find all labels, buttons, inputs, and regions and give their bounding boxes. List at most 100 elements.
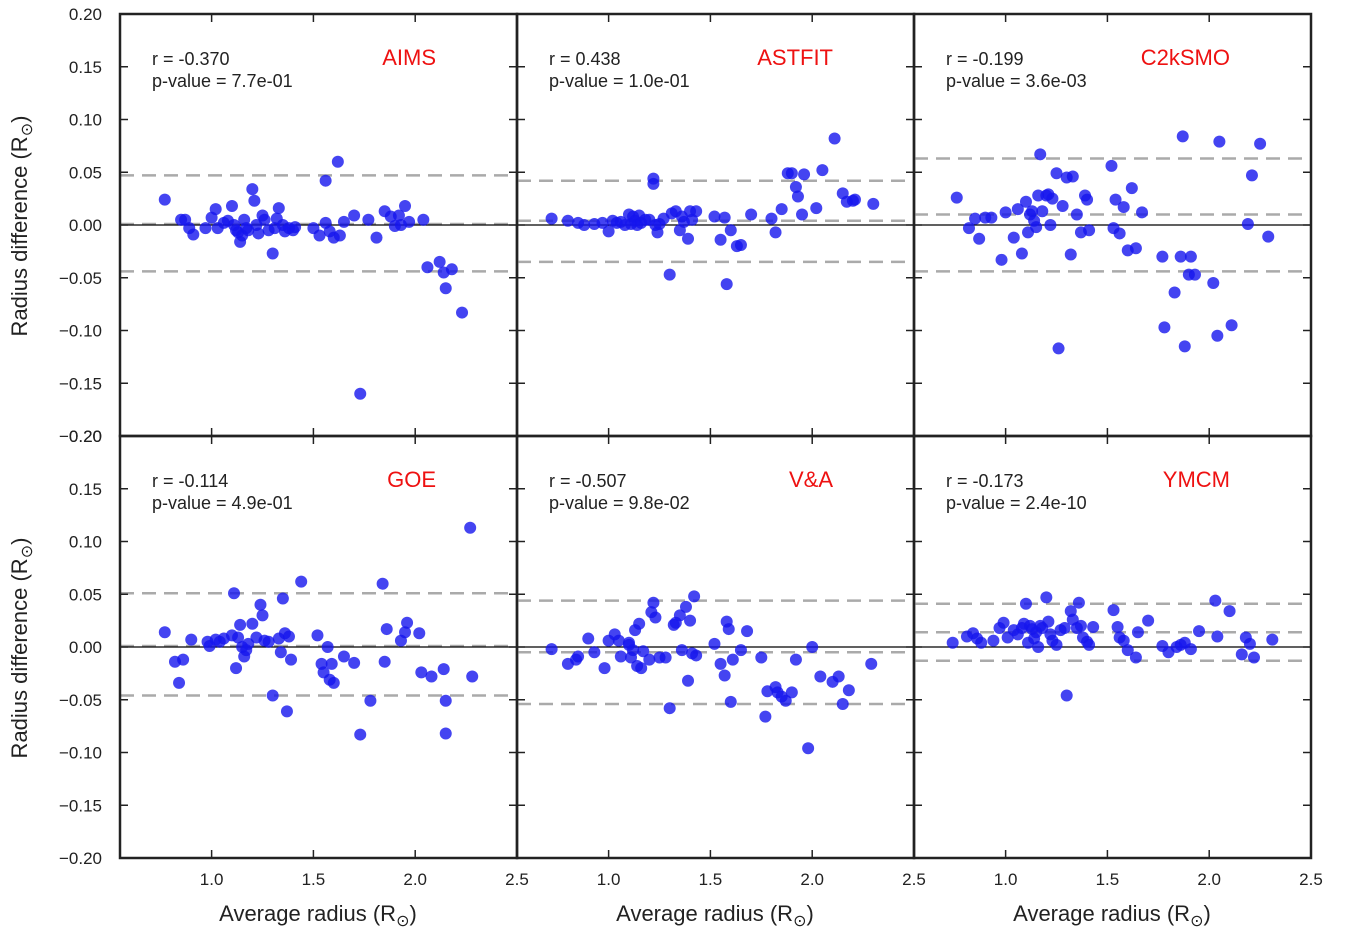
- point-aims-4: [187, 228, 200, 241]
- ytick-label-aims-6: −0.10: [59, 322, 102, 341]
- point-v-a-29: [673, 609, 686, 622]
- xtick-label-ymcm-0: 1.0: [994, 870, 1018, 889]
- point-c2ksmo-26: [1056, 200, 1069, 213]
- point-goe-55: [439, 694, 452, 707]
- point-ymcm-29: [1060, 689, 1073, 702]
- point-v-a-43: [726, 653, 739, 666]
- point-goe-42: [348, 656, 361, 669]
- ytick-label-goe-0: 0.20: [69, 427, 102, 446]
- point-c2ksmo-29: [1066, 170, 1079, 183]
- point-ymcm-13: [1019, 597, 1032, 610]
- point-c2ksmo-23: [1046, 192, 1059, 205]
- ytick-label-aims-7: −0.15: [59, 374, 102, 393]
- point-goe-44: [364, 694, 377, 707]
- ytick-label-goe-8: −0.20: [59, 849, 102, 868]
- point-v-a-23: [649, 611, 662, 624]
- point-v-a-55: [802, 742, 815, 755]
- point-astfit-48: [785, 167, 798, 180]
- point-astfit-39: [720, 278, 733, 291]
- panel-label-aims: AIMS: [382, 45, 436, 70]
- ytick-label-aims-2: 0.10: [69, 111, 102, 130]
- point-goe-54: [437, 663, 450, 676]
- xtick-label-v-a-3: 2.5: [902, 870, 926, 889]
- ytick-label-goe-5: −0.05: [59, 691, 102, 710]
- point-ymcm-43: [1121, 644, 1134, 657]
- point-aims-11: [225, 200, 238, 213]
- point-astfit-35: [690, 205, 703, 218]
- point-astfit-44: [765, 212, 778, 225]
- point-astfit-3: [578, 219, 591, 231]
- point-astfit-1: [561, 214, 574, 227]
- frame-ymcm: [912, 434, 1313, 860]
- point-v-a-60: [836, 697, 849, 710]
- point-ymcm-57: [1235, 648, 1248, 661]
- p-value-v-a: p-value = 9.8e-02: [549, 493, 690, 513]
- panel-label-v-a: V&A: [789, 467, 833, 492]
- point-goe-52: [415, 666, 428, 679]
- point-aims-61: [445, 263, 458, 276]
- point-c2ksmo-5: [985, 211, 998, 224]
- point-aims-48: [370, 231, 383, 244]
- point-v-a-46: [755, 651, 768, 664]
- point-aims-30: [272, 202, 285, 215]
- panel-label-ymcm: YMCM: [1163, 467, 1230, 492]
- point-astfit-6: [602, 225, 615, 238]
- point-aims-42: [331, 155, 344, 168]
- point-astfit-32: [682, 232, 695, 245]
- point-c2ksmo-10: [1015, 247, 1028, 260]
- point-goe-45: [376, 577, 389, 590]
- point-ymcm-46: [1142, 614, 1155, 627]
- point-aims-56: [417, 213, 430, 226]
- xtick-label-ymcm-1: 1.5: [1096, 870, 1120, 889]
- point-c2ksmo-34: [1083, 224, 1096, 237]
- p-value-aims: p-value = 7.7e-01: [152, 71, 293, 91]
- point-c2ksmo-22: [1044, 219, 1057, 231]
- point-astfit-49: [789, 181, 802, 194]
- panel-label-goe: GOE: [387, 467, 436, 492]
- point-goe-40: [327, 676, 340, 689]
- point-c2ksmo-2: [969, 212, 982, 225]
- point-aims-38: [319, 174, 332, 187]
- point-v-a-35: [688, 590, 701, 603]
- point-ymcm-38: [1087, 620, 1100, 633]
- point-goe-53: [425, 670, 438, 683]
- point-goe-31: [282, 630, 295, 643]
- point-goe-30: [280, 705, 293, 718]
- point-aims-20: [246, 183, 259, 196]
- point-v-a-56: [806, 641, 819, 653]
- point-goe-12: [230, 662, 243, 675]
- point-goe-25: [266, 689, 279, 702]
- point-v-a-14: [627, 644, 640, 657]
- point-c2ksmo-41: [1125, 182, 1138, 195]
- point-ymcm-55: [1211, 630, 1224, 643]
- point-v-a-59: [832, 670, 845, 683]
- x-axis-label-col2-text: Average radius (R: [616, 901, 793, 926]
- xtick-label-v-a-2: 2.0: [800, 870, 824, 889]
- point-c2ksmo-60: [1262, 230, 1275, 243]
- point-aims-52: [392, 209, 405, 222]
- xtick-label-ymcm-3: 2.5: [1299, 870, 1323, 889]
- point-c2ksmo-9: [1011, 203, 1024, 216]
- point-goe-39: [325, 657, 338, 670]
- point-c2ksmo-58: [1245, 169, 1258, 182]
- point-ymcm-7: [997, 616, 1010, 629]
- point-goe-46: [378, 655, 391, 668]
- point-aims-58: [433, 255, 446, 268]
- r-value-astfit: r = 0.438: [549, 49, 621, 69]
- point-astfit-37: [714, 233, 727, 246]
- point-c2ksmo-0: [950, 191, 963, 204]
- point-c2ksmo-3: [973, 232, 986, 245]
- ytick-label-goe-2: 0.10: [69, 533, 102, 552]
- point-aims-0: [158, 193, 171, 206]
- p-value-goe: p-value = 4.9e-01: [152, 493, 293, 513]
- point-goe-4: [185, 633, 198, 646]
- point-v-a-61: [842, 684, 855, 697]
- point-c2ksmo-49: [1178, 340, 1191, 353]
- point-goe-56: [439, 727, 452, 740]
- point-ymcm-60: [1247, 651, 1260, 664]
- point-ymcm-5: [987, 634, 1000, 647]
